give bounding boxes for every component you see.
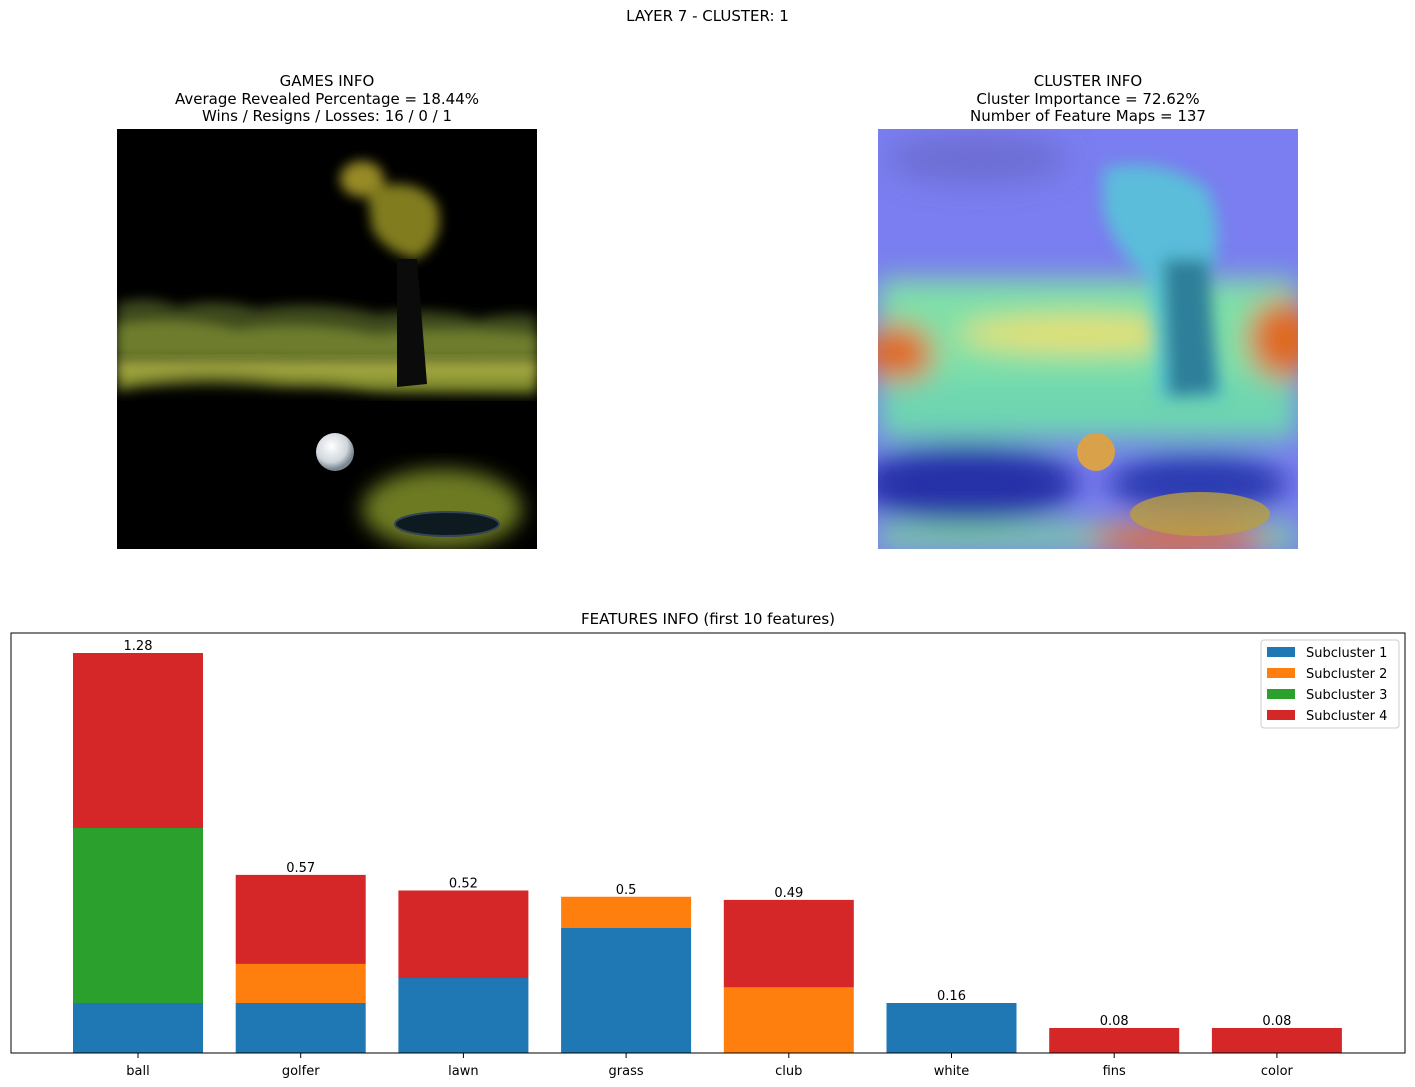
legend: Subcluster 1 Subcluster 2 Subcluster 3 Subc… xyxy=(1260,639,1400,729)
bar-color-subcluster-4 xyxy=(1211,1028,1342,1053)
bar-club-subcluster-4 xyxy=(723,899,854,988)
legend-label-subcluster-1: Subcluster 1 xyxy=(1306,646,1387,661)
total-label-white: 0.16 xyxy=(937,989,966,1004)
bar-golfer-subcluster-4 xyxy=(235,874,366,964)
games-info-revealed: Average Revealed Percentage = 18.44% xyxy=(174,89,479,108)
cluster-info-feature-maps: Number of Feature Maps = 137 xyxy=(970,107,1206,125)
bar-fins-subcluster-4 xyxy=(1049,1028,1180,1053)
bar-lawn-subcluster-1 xyxy=(398,978,529,1053)
games-info-title-block: GAMES INFO Average Revealed Percentage =… xyxy=(117,72,537,126)
legend-swatch-subcluster-4 xyxy=(1267,710,1295,720)
games-info-image xyxy=(117,129,537,549)
x-tick-label-white: white xyxy=(934,1064,970,1079)
bar-ball-subcluster-4 xyxy=(73,653,203,828)
features-chart-title: FEATURES INFO (first 10 features) xyxy=(581,610,835,628)
games-info-record: Wins / Resigns / Losses: 16 / 0 / 1 xyxy=(201,107,453,125)
total-label-fins: 0.08 xyxy=(1100,1014,1129,1029)
bar-ball-subcluster-1 xyxy=(73,1003,203,1053)
legend-label-subcluster-3: Subcluster 3 xyxy=(1306,688,1387,703)
bar-club-subcluster-2 xyxy=(723,987,854,1053)
total-label-club: 0.49 xyxy=(774,886,803,901)
bar-white-subcluster-1 xyxy=(886,1003,1017,1053)
legend-swatch-subcluster-2 xyxy=(1267,668,1295,678)
bar-lawn-subcluster-4 xyxy=(398,890,529,978)
x-tick-label-lawn: lawn xyxy=(448,1064,478,1079)
bar-grass-subcluster-2 xyxy=(561,896,692,928)
x-tick-label-fins: fins xyxy=(1103,1064,1126,1079)
legend-label-subcluster-4: Subcluster 4 xyxy=(1306,709,1387,724)
x-tick-label-ball: ball xyxy=(126,1064,149,1079)
legend-swatch-subcluster-3 xyxy=(1267,689,1295,699)
cluster-info-title: CLUSTER INFO xyxy=(1033,72,1143,90)
total-label-golfer: 0.57 xyxy=(286,861,315,876)
x-tick-label-club: club xyxy=(775,1064,802,1079)
legend-box xyxy=(1260,639,1400,729)
bar-ball-subcluster-3 xyxy=(73,828,203,1003)
bar-golfer-subcluster-1 xyxy=(235,1003,366,1053)
total-label-lawn: 0.52 xyxy=(449,877,478,892)
plot-frame xyxy=(10,632,1406,1054)
total-label-ball: 1.28 xyxy=(124,639,153,654)
bar-grass-subcluster-1 xyxy=(561,928,692,1053)
x-tick-label-golfer: golfer xyxy=(282,1064,320,1079)
cluster-info-importance: Cluster Importance = 72.62% xyxy=(976,89,1200,108)
labels-layer: 1.28 0.57 0.52 0.5 0.49 0.16 0.08 0.08 xyxy=(124,639,1292,1029)
figure-title: LAYER 7 - CLUSTER: 1 xyxy=(626,7,789,25)
x-axis-ticks: ball golfer lawn grass club white fins color xyxy=(126,1053,1294,1079)
x-tick-label-grass: grass xyxy=(609,1064,644,1079)
bar-golfer-subcluster-2 xyxy=(235,963,366,1003)
games-info-title: GAMES INFO xyxy=(279,72,375,90)
total-label-grass: 0.5 xyxy=(616,883,637,898)
legend-label-subcluster-2: Subcluster 2 xyxy=(1306,667,1387,682)
total-label-color: 0.08 xyxy=(1262,1014,1291,1029)
legend-swatch-subcluster-1 xyxy=(1267,647,1295,657)
x-tick-label-color: color xyxy=(1261,1064,1294,1079)
bars-layer xyxy=(73,653,1342,1053)
cluster-heatmap-image xyxy=(878,129,1298,549)
cluster-info-title-block: CLUSTER INFO Cluster Importance = 72.62%… xyxy=(878,72,1298,126)
